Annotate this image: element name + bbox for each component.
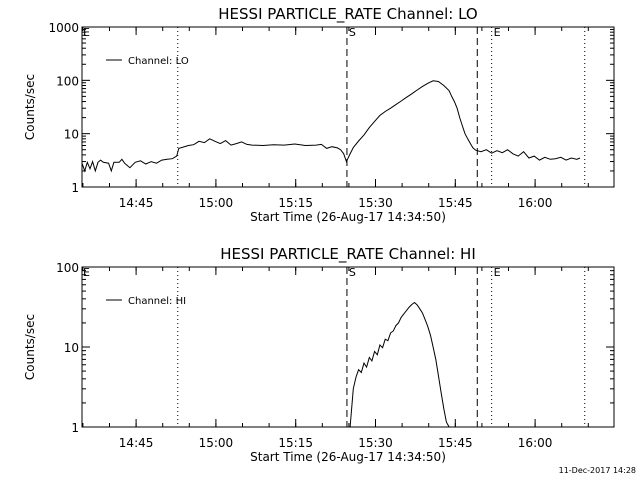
y-tick-label: 10 (64, 128, 79, 142)
y-tick-label: 100 (56, 261, 79, 275)
y-tick-label: 1000 (48, 21, 79, 35)
x-tick-label: 15:30 (358, 436, 393, 450)
x-tick-label: 14:45 (119, 196, 154, 210)
plot-frame (81, 26, 615, 188)
y-axis-label: Counts/sec (23, 74, 37, 140)
x-tick-label: 15:15 (278, 436, 313, 450)
event-marker-label: E (494, 266, 501, 279)
y-tick-label: 100 (56, 74, 79, 88)
series-line (81, 80, 581, 173)
legend-label: Channel: LO (128, 56, 189, 67)
x-tick-label: 15:00 (199, 436, 234, 450)
corner-marker-label: E (83, 26, 90, 39)
legend-label: Channel: HI (128, 296, 186, 307)
y-axis-label: Counts/sec (23, 314, 37, 380)
x-tick-label: 14:45 (119, 436, 154, 450)
series-line (349, 301, 450, 428)
x-tick-label: 15:45 (438, 436, 473, 450)
x-tick-label: 15:15 (278, 196, 313, 210)
x-axis-label: Start Time (26-Aug-17 14:34:50) (250, 450, 446, 464)
x-tick-label: 16:00 (518, 436, 553, 450)
footer-timestamp: 11-Dec-2017 14:28 (559, 466, 636, 475)
event-marker-label: S (349, 266, 356, 279)
corner-marker-label: E (83, 266, 90, 279)
plot-frame (81, 266, 615, 428)
x-axis-label: Start Time (26-Aug-17 14:34:50) (250, 210, 446, 224)
y-tick-label: 1 (71, 181, 79, 195)
hi-channel-panel: HESSI PARTICLE_RATE Channel: HI 14:45 15:0… (23, 245, 615, 464)
chart-title: HESSI PARTICLE_RATE Channel: HI (220, 245, 476, 264)
x-tick-label: 15:45 (438, 196, 473, 210)
event-marker-label: E (494, 26, 501, 39)
chart-title: HESSI PARTICLE_RATE Channel: LO (218, 5, 477, 24)
x-tick-label: 15:00 (199, 196, 234, 210)
event-marker-label: S (349, 26, 356, 39)
lo-channel-panel: HESSI PARTICLE_RATE Channel: LO 14:45 15:0… (23, 5, 615, 224)
x-tick-label: 16:00 (518, 196, 553, 210)
y-tick-label: 10 (64, 341, 79, 355)
x-tick-label: 15:30 (358, 196, 393, 210)
y-tick-label: 1 (71, 421, 79, 435)
